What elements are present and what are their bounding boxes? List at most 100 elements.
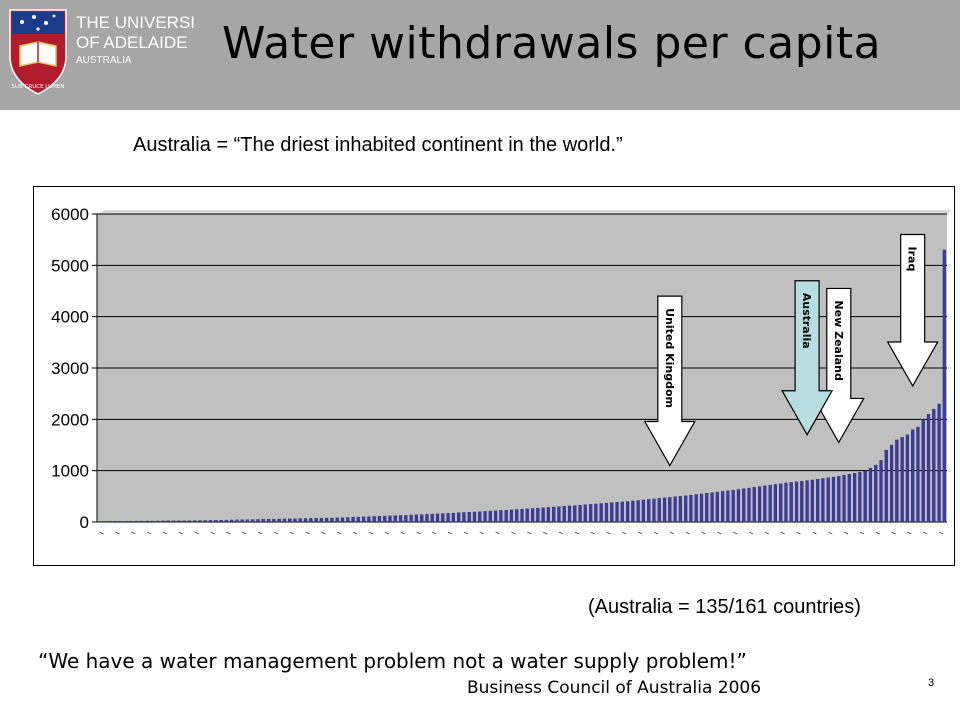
x-tick-mark bbox=[923, 531, 928, 535]
bar bbox=[768, 484, 772, 523]
bar bbox=[483, 511, 487, 523]
bar bbox=[763, 485, 767, 523]
new-zealand-arrow-label: New Zealand bbox=[832, 300, 845, 380]
bar bbox=[346, 517, 350, 523]
bar bbox=[414, 514, 419, 523]
x-tick-mark bbox=[400, 531, 405, 535]
bar bbox=[615, 502, 619, 523]
bar bbox=[631, 500, 635, 523]
bar bbox=[145, 520, 149, 523]
bar bbox=[435, 513, 440, 523]
bar bbox=[240, 519, 244, 523]
bar bbox=[889, 444, 894, 523]
x-tick-mark bbox=[178, 531, 184, 535]
bar bbox=[166, 520, 170, 523]
x-tick-mark bbox=[416, 531, 421, 535]
bar bbox=[858, 472, 862, 523]
y-tick-label: 1000 bbox=[51, 462, 89, 481]
bar bbox=[219, 520, 223, 523]
bar bbox=[868, 467, 873, 523]
bar bbox=[261, 519, 265, 523]
bar bbox=[668, 497, 672, 523]
bar bbox=[916, 426, 920, 523]
bar bbox=[467, 512, 471, 523]
bar bbox=[784, 482, 788, 523]
quote: “We have a water management problem not … bbox=[38, 649, 747, 673]
bar bbox=[937, 403, 941, 523]
bar bbox=[794, 481, 799, 523]
bar bbox=[293, 518, 297, 523]
bar bbox=[863, 471, 867, 523]
bar bbox=[404, 515, 408, 523]
bar bbox=[430, 513, 434, 523]
logo-motto: SUB CRUCE LUMEN bbox=[12, 84, 65, 90]
university-logo: SUB CRUCE LUMEN THE UNIVERSITY OF ADELAI… bbox=[9, 9, 194, 95]
bar bbox=[140, 520, 144, 523]
bar bbox=[298, 518, 302, 523]
slide-number: 3 bbox=[928, 677, 935, 689]
bar bbox=[335, 517, 339, 523]
bar bbox=[203, 520, 207, 523]
bar bbox=[710, 492, 714, 523]
bar bbox=[124, 521, 128, 523]
x-tick-mark bbox=[637, 531, 643, 535]
x-tick-mark bbox=[701, 531, 706, 535]
bar bbox=[282, 518, 287, 523]
x-tick-mark bbox=[527, 531, 532, 535]
bar bbox=[747, 487, 751, 523]
x-tick-mark bbox=[273, 531, 279, 535]
bar bbox=[525, 508, 529, 523]
bar bbox=[134, 520, 139, 523]
x-tick-mark bbox=[907, 531, 912, 535]
bar bbox=[837, 476, 841, 523]
slide-title: Water withdrawals per capita bbox=[222, 18, 882, 69]
bar bbox=[884, 449, 888, 523]
bar bbox=[377, 516, 382, 523]
bar bbox=[625, 501, 630, 523]
x-tick-mark bbox=[305, 531, 310, 535]
united-kingdom-arrow-label: United Kingdom bbox=[663, 308, 676, 408]
bar bbox=[393, 515, 397, 523]
bar bbox=[604, 502, 609, 523]
bar bbox=[620, 501, 624, 523]
logo-line-2: OF ADELAIDE bbox=[76, 33, 187, 52]
bar bbox=[562, 506, 566, 523]
bar bbox=[494, 510, 498, 523]
bar bbox=[214, 520, 218, 523]
x-tick-mark bbox=[938, 531, 944, 535]
x-tick-mark bbox=[542, 531, 548, 535]
bar bbox=[409, 514, 413, 523]
bar bbox=[736, 489, 741, 523]
bar bbox=[309, 518, 313, 523]
x-tick-mark bbox=[606, 531, 611, 535]
bar bbox=[773, 484, 778, 523]
bar bbox=[198, 520, 202, 523]
bar bbox=[150, 520, 155, 523]
bar bbox=[657, 498, 661, 523]
x-tick-mark bbox=[368, 531, 374, 535]
bar bbox=[752, 487, 756, 523]
bar bbox=[367, 516, 371, 523]
bar bbox=[879, 460, 883, 523]
bar bbox=[831, 476, 836, 523]
bar bbox=[266, 519, 271, 523]
bar bbox=[678, 496, 682, 523]
bar bbox=[905, 434, 910, 523]
x-tick-mark bbox=[432, 531, 437, 535]
bar bbox=[594, 503, 598, 523]
bar bbox=[515, 509, 519, 523]
logo-line-1: THE UNIVERSITY bbox=[76, 13, 194, 32]
bar bbox=[699, 493, 704, 523]
x-tick-mark bbox=[337, 531, 342, 535]
bar bbox=[731, 490, 735, 523]
x-tick-mark bbox=[131, 531, 136, 535]
bar bbox=[826, 477, 830, 523]
bar bbox=[932, 408, 936, 523]
bar bbox=[177, 520, 181, 523]
bar bbox=[208, 520, 213, 523]
bar bbox=[119, 521, 123, 523]
bar bbox=[673, 496, 677, 523]
bar bbox=[900, 437, 904, 523]
bar bbox=[599, 503, 603, 523]
bar bbox=[398, 515, 403, 523]
